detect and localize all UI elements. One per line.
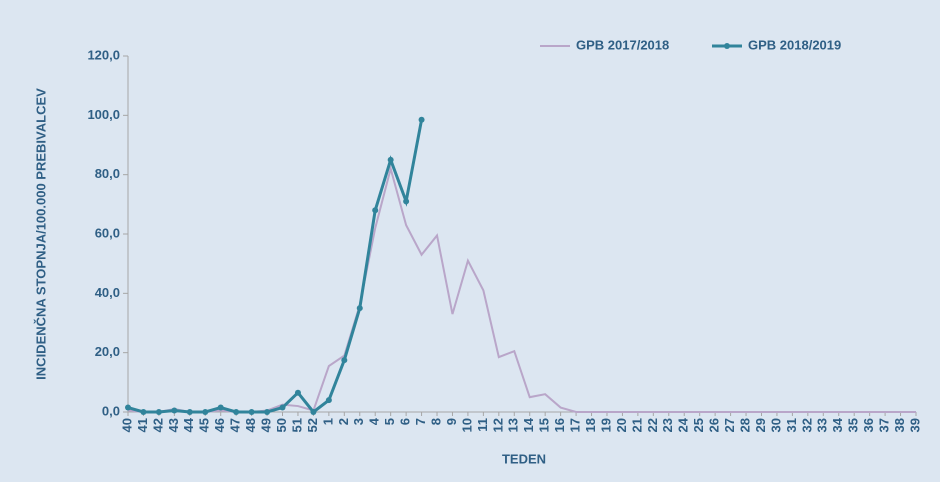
x-tick-label: 17 xyxy=(568,418,583,432)
x-tick-label: 30 xyxy=(768,418,783,432)
point xyxy=(140,409,147,415)
point xyxy=(372,207,379,214)
y-tick-label: 80,0 xyxy=(95,166,120,181)
x-axis-label: TEDEN xyxy=(502,451,546,466)
x-tick-label: 47 xyxy=(228,418,243,432)
point xyxy=(294,389,301,396)
x-tick-label: 3 xyxy=(351,418,366,425)
x-tick-label: 18 xyxy=(583,418,598,432)
point xyxy=(202,409,209,415)
legend-label: GPB 2017/2018 xyxy=(576,37,669,52)
x-tick-label: 21 xyxy=(629,418,644,432)
point xyxy=(155,409,162,415)
x-tick-label: 9 xyxy=(444,418,459,425)
x-tick-label: 35 xyxy=(846,418,861,432)
x-tick-label: 40 xyxy=(119,418,134,432)
x-tick-label: 52 xyxy=(305,418,320,432)
x-tick-label: 45 xyxy=(197,418,212,432)
x-tick-label: 38 xyxy=(892,418,907,432)
point xyxy=(186,409,193,415)
x-tick-label: 20 xyxy=(614,418,629,432)
x-tick-label: 26 xyxy=(707,418,722,432)
y-tick-label: 40,0 xyxy=(95,285,120,300)
y-tick-label: 100,0 xyxy=(87,107,120,122)
x-tick-label: 23 xyxy=(660,418,675,432)
x-tick-label: 14 xyxy=(521,417,536,432)
x-tick-label: 48 xyxy=(243,418,258,432)
point xyxy=(248,409,255,415)
x-tick-label: 41 xyxy=(135,418,150,432)
x-tick-label: 10 xyxy=(459,418,474,432)
x-tick-label: 46 xyxy=(212,418,227,432)
x-tick-label: 13 xyxy=(506,418,521,432)
y-tick-label: 0,0 xyxy=(102,403,120,418)
x-tick-label: 11 xyxy=(475,418,490,432)
x-tick-label: 6 xyxy=(398,418,413,425)
x-tick-label: 33 xyxy=(815,418,830,432)
y-axis-label: INCIDENČNA STOPNJA/100.000 PREBIVALCEV xyxy=(33,88,48,380)
x-tick-label: 8 xyxy=(428,418,443,425)
point xyxy=(418,116,425,123)
point xyxy=(403,198,410,205)
point xyxy=(217,404,224,411)
x-tick-label: 31 xyxy=(784,418,799,432)
legend-label: GPB 2018/2019 xyxy=(748,37,841,52)
x-tick-label: 36 xyxy=(861,418,876,432)
point xyxy=(233,409,240,415)
x-tick-label: 50 xyxy=(274,418,289,432)
point xyxy=(325,397,332,404)
x-tick-label: 12 xyxy=(490,418,505,432)
x-tick-label: 39 xyxy=(907,418,922,432)
x-tick-label: 27 xyxy=(722,418,737,432)
point xyxy=(125,404,131,411)
x-tick-label: 25 xyxy=(691,418,706,432)
x-tick-label: 16 xyxy=(552,418,567,432)
y-tick-label: 60,0 xyxy=(95,225,120,240)
point xyxy=(341,357,348,364)
x-tick-label: 2 xyxy=(336,418,351,425)
point xyxy=(310,409,317,415)
x-tick-label: 28 xyxy=(737,418,752,432)
x-tick-label: 22 xyxy=(645,418,660,432)
x-tick-label: 15 xyxy=(537,418,552,432)
point xyxy=(356,305,363,312)
x-tick-label: 4 xyxy=(367,417,382,425)
x-tick-label: 37 xyxy=(877,418,892,432)
legend-marker xyxy=(724,43,730,49)
x-tick-label: 43 xyxy=(166,418,181,432)
point xyxy=(387,156,394,163)
x-tick-label: 42 xyxy=(150,418,165,432)
x-tick-label: 29 xyxy=(753,418,768,432)
point xyxy=(171,407,178,414)
point xyxy=(279,404,286,411)
x-tick-label: 32 xyxy=(799,418,814,432)
x-tick-label: 34 xyxy=(830,417,845,432)
x-tick-label: 1 xyxy=(320,418,335,425)
y-tick-label: 20,0 xyxy=(95,344,120,359)
x-tick-label: 44 xyxy=(181,417,196,432)
x-tick-label: 7 xyxy=(413,418,428,425)
x-tick-label: 49 xyxy=(258,418,273,432)
point xyxy=(264,409,271,415)
x-tick-label: 51 xyxy=(289,418,304,432)
y-tick-label: 120,0 xyxy=(87,47,120,62)
x-tick-label: 5 xyxy=(382,418,397,425)
x-tick-label: 24 xyxy=(676,417,691,432)
x-tick-label: 19 xyxy=(598,418,613,432)
